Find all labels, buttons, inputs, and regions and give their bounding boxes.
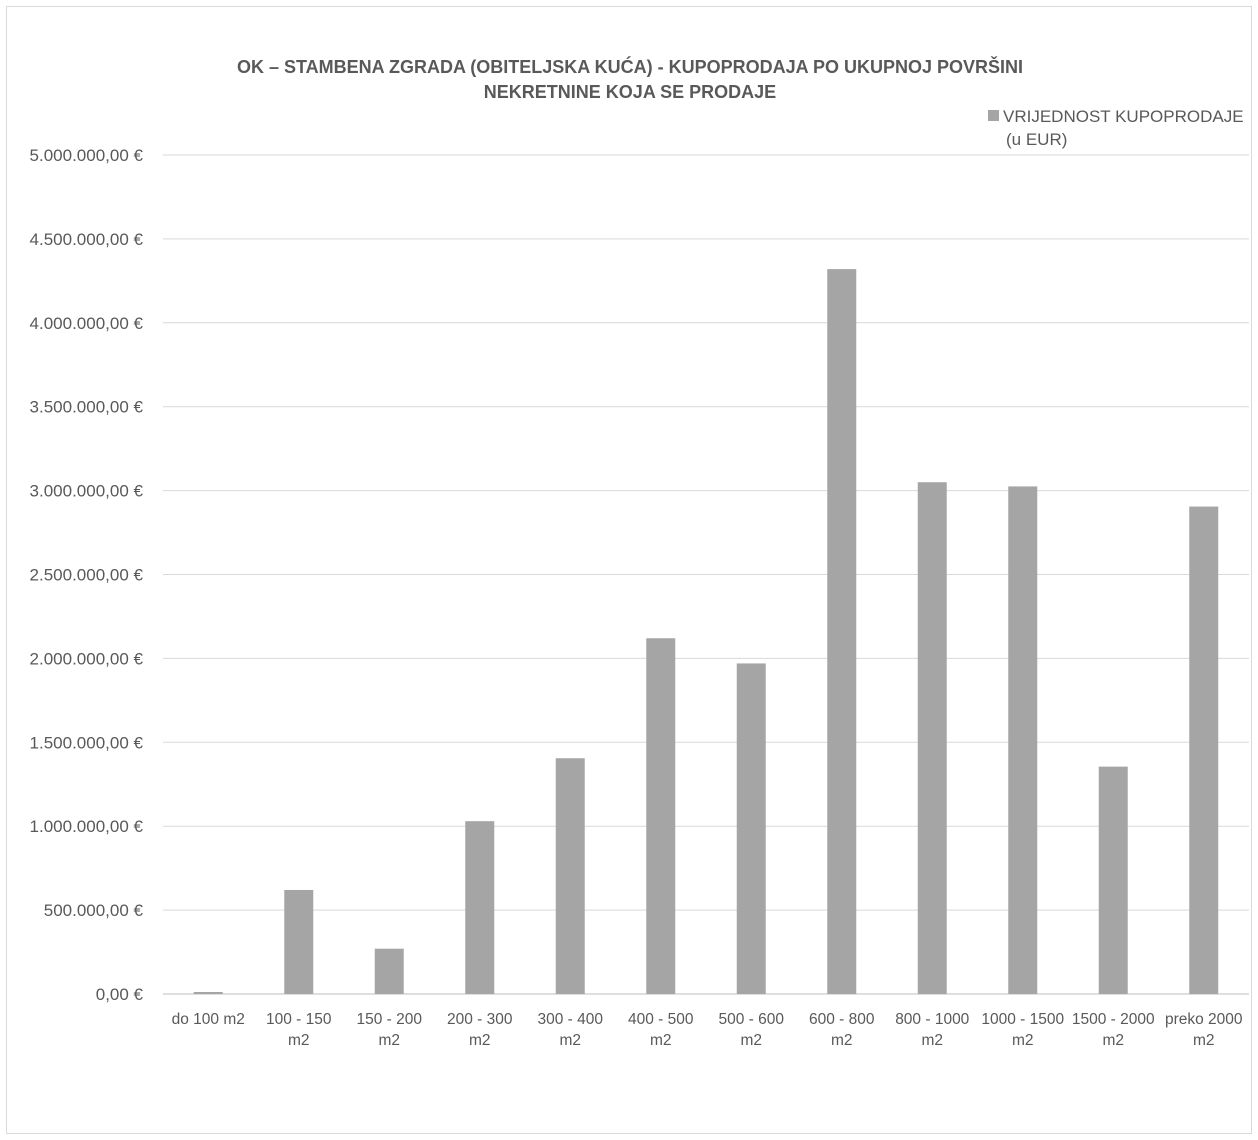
y-tick-label: 2.000.000,00 € (30, 649, 144, 668)
x-tick-label: do 100 m2 (172, 1011, 245, 1028)
y-tick-label: 2.500.000,00 € (30, 566, 144, 585)
bar (736, 663, 766, 994)
x-tick-label: m2 (469, 1032, 491, 1049)
x-tick-label: 300 - 400 (538, 1011, 604, 1028)
bar (917, 482, 947, 994)
legend-label-line-1: VRIJEDNOST KUPOPRODAJE (1003, 107, 1244, 126)
x-tick-label: m2 (1102, 1032, 1124, 1049)
x-tick-label: preko 2000 (1165, 1011, 1243, 1028)
x-tick-label: m2 (378, 1032, 400, 1049)
x-tick-label: 600 - 800 (809, 1011, 875, 1028)
bar (465, 821, 495, 994)
x-tick-label: 1000 - 1500 (981, 1011, 1064, 1028)
y-tick-label: 3.500.000,00 € (30, 398, 144, 417)
x-tick-label: 100 - 150 (266, 1011, 332, 1028)
y-tick-label: 4.000.000,00 € (30, 314, 144, 333)
x-tick-label: m2 (1012, 1032, 1034, 1049)
x-tick-label: m2 (559, 1032, 581, 1049)
legend: VRIJEDNOST KUPOPRODAJE (u EUR) (988, 105, 1256, 151)
y-tick-label: 500.000,00 € (44, 901, 144, 920)
chart-title: OK – STAMBENA ZGRADA (OBITELJSKA KUĆA) -… (160, 55, 1100, 105)
y-tick-label: 1.500.000,00 € (30, 733, 144, 752)
y-tick-label: 3.000.000,00 € (30, 482, 144, 501)
x-tick-label: m2 (740, 1032, 762, 1049)
y-tick-label: 4.500.000,00 € (30, 230, 144, 249)
x-tick-label: m2 (1193, 1032, 1215, 1049)
y-tick-label: 1.000.000,00 € (30, 817, 144, 836)
x-tick-label: m2 (650, 1032, 672, 1049)
x-tick-label: m2 (921, 1032, 943, 1049)
bar (284, 889, 314, 994)
chart-area (6, 6, 1252, 1134)
x-tick-label: m2 (831, 1032, 853, 1049)
chart-title-line-2: NEKRETNINE KOJA SE PRODAJE (483, 82, 777, 102)
x-tick-label: 800 - 1000 (895, 1011, 969, 1028)
bar (827, 269, 857, 994)
x-tick-label: 400 - 500 (628, 1011, 694, 1028)
legend-swatch (988, 110, 999, 121)
bar (646, 638, 676, 994)
bar (1098, 766, 1128, 994)
x-tick-label: m2 (288, 1032, 310, 1049)
x-tick-label: 200 - 300 (447, 1011, 513, 1028)
bar (374, 948, 404, 994)
bar (193, 991, 223, 994)
x-tick-label: 150 - 200 (357, 1011, 423, 1028)
x-tick-label: 500 - 600 (719, 1011, 785, 1028)
bar (1008, 486, 1038, 994)
x-tick-label: 1500 - 2000 (1072, 1011, 1155, 1028)
chart-title-line-1: OK – STAMBENA ZGRADA (OBITELJSKA KUĆA) -… (236, 57, 1024, 77)
y-tick-label: 5.000.000,00 € (30, 146, 144, 165)
legend-label-line-2: (u EUR) (1006, 130, 1068, 149)
bar (1189, 506, 1219, 994)
y-tick-label: 0,00 € (96, 985, 144, 1004)
bar (555, 758, 585, 994)
